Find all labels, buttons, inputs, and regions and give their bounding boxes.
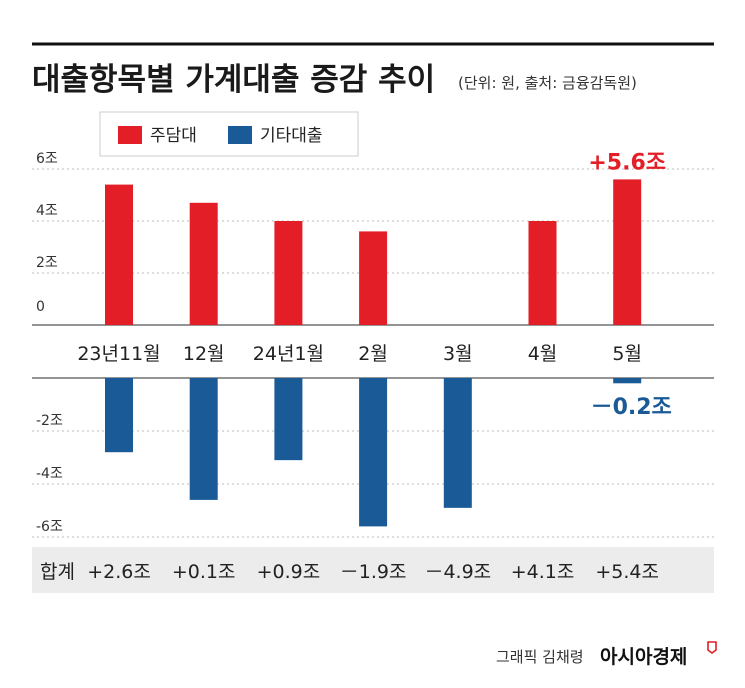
bar-mortgage [613, 179, 642, 325]
x-category-label: 23년11월 [77, 343, 160, 365]
totals-label: 합계 [40, 561, 75, 583]
y-tick-label: -2조 [36, 413, 63, 429]
legend-label-other-loans: 기타대출 [260, 126, 323, 146]
total-value: +5.4조 [595, 561, 659, 583]
y-tick-label: -6조 [36, 519, 63, 535]
bar-other-loans [274, 378, 303, 461]
publisher-brand: 아시아경제 [600, 646, 687, 668]
bar-mortgage [359, 231, 388, 325]
x-category-label: 2월 [358, 343, 388, 365]
annotation-mortgage-change: +5.6조 [588, 150, 666, 175]
bar-mortgage [105, 184, 133, 325]
annotation-other-loans-change: －0.2조 [591, 395, 672, 420]
legend-swatch-mortgage [118, 126, 142, 144]
x-category-label: 4월 [528, 343, 558, 365]
total-value: +4.1조 [511, 561, 575, 583]
y-tick-label: 6조 [36, 151, 58, 167]
total-value: +0.9조 [257, 561, 321, 583]
bar-other-loans [189, 378, 218, 500]
y-tick-label: 2조 [36, 255, 58, 271]
x-category-label: 24년1월 [253, 343, 324, 365]
x-category-label: 3월 [443, 343, 473, 365]
total-value: －1.9조 [340, 561, 407, 583]
x-category-label: 5월 [612, 343, 642, 365]
bar-mortgage [274, 221, 303, 325]
bar-other-loans [443, 378, 472, 508]
y-tick-label: 4조 [36, 203, 58, 219]
source-note: (단위: 원, 출처: 금융감독원) [458, 74, 637, 92]
bar-other-loans [613, 378, 642, 384]
bar-mortgage [528, 221, 557, 325]
graphic-credit: 그래픽 김채령 [496, 648, 584, 666]
bar-other-loans [105, 378, 133, 453]
legend-label-mortgage: 주담대 [150, 126, 197, 146]
y-tick-label: 0 [36, 299, 45, 315]
bar-mortgage [189, 202, 218, 325]
total-value: －4.9조 [424, 561, 491, 583]
total-value: +2.6조 [87, 561, 151, 583]
y-tick-label: -4조 [36, 466, 63, 482]
legend-swatch-other-loans [228, 126, 252, 144]
brand-mark-icon [707, 641, 717, 654]
total-value: +0.1조 [172, 561, 236, 583]
bar-other-loans [359, 378, 388, 527]
totals-row-background [32, 547, 714, 593]
chart-title: 대출항목별 가계대출 증감 추이 [32, 62, 435, 98]
x-category-label: 12월 [183, 343, 225, 365]
